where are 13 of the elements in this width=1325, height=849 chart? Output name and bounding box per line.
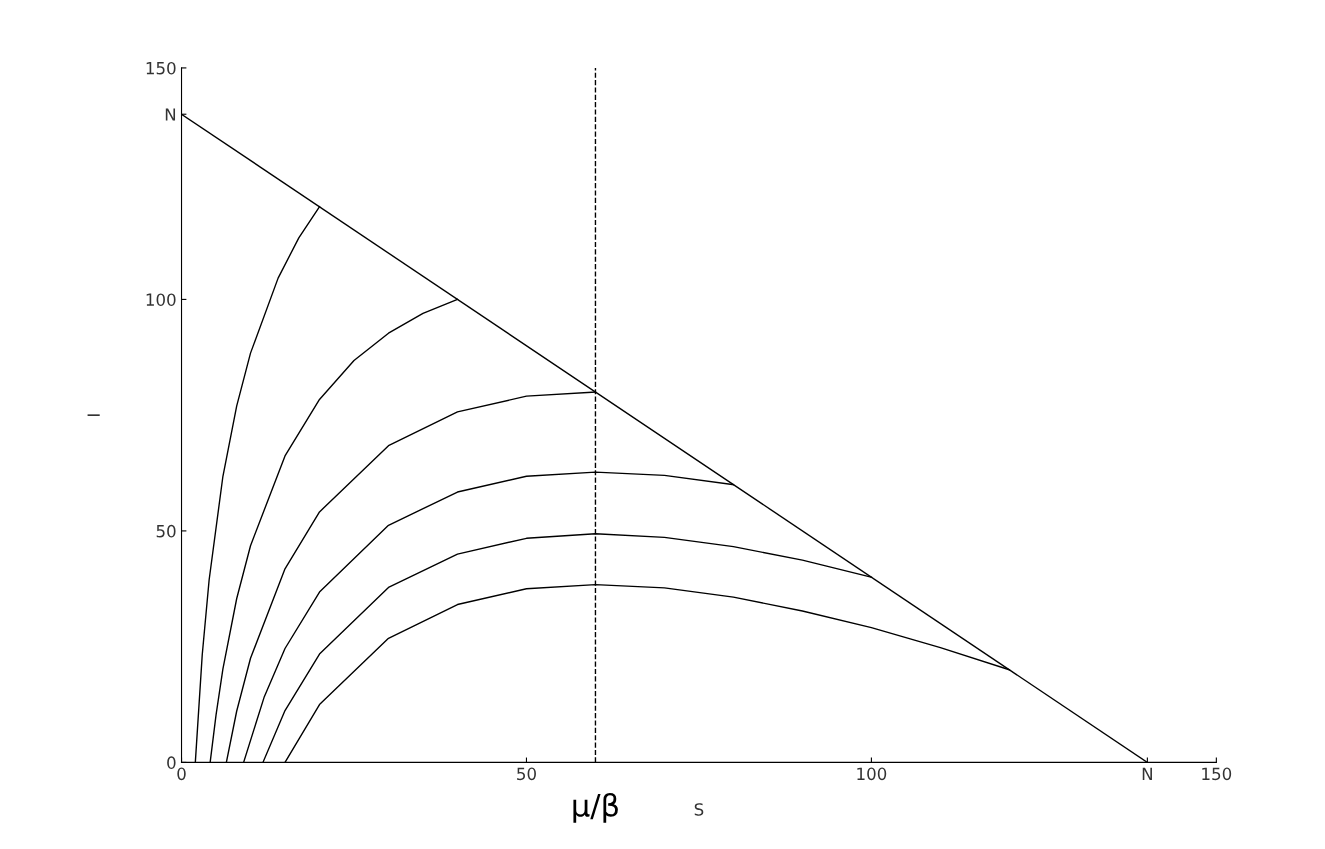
y-axis-title: I: [87, 414, 100, 416]
y-tick-label: 100: [146, 293, 176, 306]
x-axis-title: S: [694, 803, 704, 816]
x-tick-label: N: [1142, 767, 1152, 780]
x-tick-label: 150: [1202, 767, 1232, 781]
y-tick-label: N: [165, 108, 176, 121]
y-tick-label: 0: [167, 756, 176, 769]
y-tick-label: 150: [146, 61, 176, 75]
x-tick-label: 50: [517, 767, 536, 781]
x-tick-label: 100: [857, 767, 887, 781]
y-tick-label: 50: [156, 524, 176, 538]
x-tick-label: 0: [177, 767, 186, 781]
annotation: μ/β: [573, 792, 618, 823]
